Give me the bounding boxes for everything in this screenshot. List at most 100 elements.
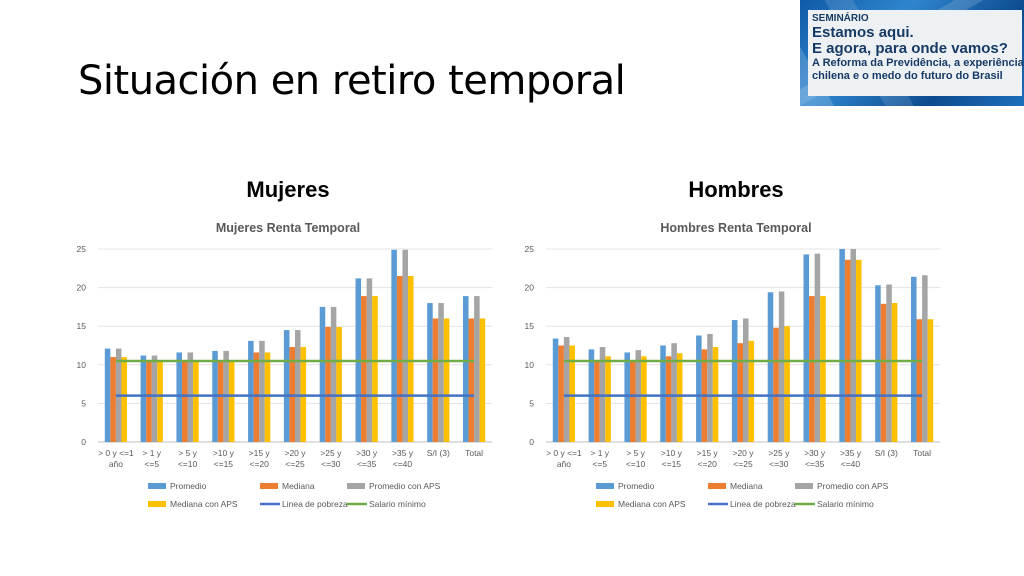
bar xyxy=(910,276,917,442)
bar xyxy=(479,318,486,442)
bar xyxy=(707,333,713,442)
bar xyxy=(193,361,199,442)
banner-line-2: E agora, para onde vamos? xyxy=(812,40,1008,57)
legend-swatch xyxy=(148,501,166,507)
chart-mujeres: Mujeres Renta Temporal 0 5 10 15 20 25 > 0 y <=… xyxy=(77,221,492,509)
x-tick-label: Total xyxy=(465,448,483,458)
x-tick-label: >30 y <=35 xyxy=(804,448,826,469)
bar xyxy=(372,296,378,442)
bar xyxy=(850,249,857,442)
bar xyxy=(696,335,702,442)
banner-line-3: A Reforma da Previdência, a experiência xyxy=(812,57,1024,69)
heading-mujeres: Mujeres xyxy=(246,177,330,202)
bar xyxy=(767,292,774,442)
banner-line-1: Estamos aqui. xyxy=(812,24,914,41)
bar xyxy=(248,340,254,442)
bar xyxy=(402,249,409,442)
bar xyxy=(157,361,163,442)
x-tick-label: Total xyxy=(913,448,931,458)
bar xyxy=(283,330,290,442)
bar xyxy=(396,276,403,442)
bar xyxy=(259,340,265,442)
bar xyxy=(886,284,892,442)
legend-swatch xyxy=(347,483,365,489)
bar xyxy=(880,303,887,442)
legend-swatch xyxy=(596,483,614,489)
bar xyxy=(181,361,188,442)
bar xyxy=(624,352,630,442)
bar xyxy=(660,345,666,442)
x-tick-label: >20 y <=25 xyxy=(284,448,306,469)
bar xyxy=(151,355,158,442)
y-tick-label: 25 xyxy=(77,244,87,254)
bar xyxy=(563,337,570,442)
bar xyxy=(187,352,194,442)
legend-swatch xyxy=(708,483,726,489)
y-tick-label: 20 xyxy=(77,283,87,293)
bar xyxy=(264,352,271,442)
legend-label: Promedio con APS xyxy=(369,481,441,491)
bar xyxy=(743,318,749,442)
bar xyxy=(336,326,342,442)
legend-label: Promedio xyxy=(618,481,655,491)
bar xyxy=(468,318,475,442)
x-tick-label: > 0 y <=1 año xyxy=(98,448,134,469)
x-tick-label: > 5 y <=10 xyxy=(178,448,198,469)
x-tick-label: > 1 y <=5 xyxy=(142,448,161,469)
bar xyxy=(778,291,785,442)
x-tick-label: >30 y <=35 xyxy=(356,448,378,469)
bar xyxy=(443,318,450,442)
x-tick-label: >15 y <=20 xyxy=(249,448,271,469)
x-tick-label: >25 y <=30 xyxy=(320,448,342,469)
chart-title: Hombres Renta Temporal xyxy=(660,221,811,235)
slide-title: Situación en retiro temporal xyxy=(78,58,626,104)
bar xyxy=(552,338,559,442)
bar xyxy=(228,360,235,442)
bar xyxy=(146,361,152,442)
bar xyxy=(784,326,790,442)
legend-label: Mediana xyxy=(730,481,763,491)
bar xyxy=(737,343,743,442)
bar xyxy=(391,249,397,442)
y-tick-label: 5 xyxy=(529,398,534,408)
bar xyxy=(916,319,923,442)
bar xyxy=(927,319,934,442)
bar xyxy=(217,360,224,442)
bar xyxy=(922,275,928,442)
bar xyxy=(844,259,851,442)
bar xyxy=(875,285,881,442)
bar xyxy=(121,357,128,442)
heading-hombres: Hombres xyxy=(688,177,784,202)
y-tick-label: 5 xyxy=(81,398,86,408)
y-tick-label: 25 xyxy=(525,244,535,254)
bar xyxy=(594,360,600,442)
bar xyxy=(856,259,862,442)
y-tick-label: 15 xyxy=(77,321,87,331)
bar xyxy=(462,296,469,442)
chart-hombres: Hombres Renta Temporal 0 5 10 15 20 25 > 0 y <=… xyxy=(525,221,940,509)
legend-label: Promedio con APS xyxy=(817,481,889,491)
x-tick-label: > 5 y <=10 xyxy=(626,448,646,469)
y-tick-label: 20 xyxy=(525,283,535,293)
bar xyxy=(319,306,326,442)
legend-label: Linea de pobreza xyxy=(282,499,348,509)
y-tick-label: 10 xyxy=(525,360,535,370)
bar xyxy=(176,352,182,442)
seminar-banner: SEMINÁRIO Estamos aqui. E agora, para on… xyxy=(800,0,1024,106)
x-tick-label: > 0 y <=1 año xyxy=(546,448,582,469)
x-tick-label: >10 y <=15 xyxy=(213,448,235,469)
legend-label: Mediana xyxy=(282,481,315,491)
banner-panel: SEMINÁRIO Estamos aqui. E agora, para on… xyxy=(808,10,1024,96)
bar xyxy=(427,303,433,442)
bar xyxy=(839,249,845,442)
x-tick-label: >15 y <=20 xyxy=(697,448,719,469)
legend-label: Promedio xyxy=(170,481,207,491)
bar xyxy=(629,361,636,442)
bar xyxy=(569,345,576,442)
bar xyxy=(891,303,898,442)
y-tick-label: 10 xyxy=(77,360,87,370)
x-tick-label: > 1 y <=5 xyxy=(590,448,609,469)
x-tick-label: >35 y <=40 xyxy=(840,448,862,469)
bar xyxy=(474,296,480,442)
bar xyxy=(665,356,672,442)
